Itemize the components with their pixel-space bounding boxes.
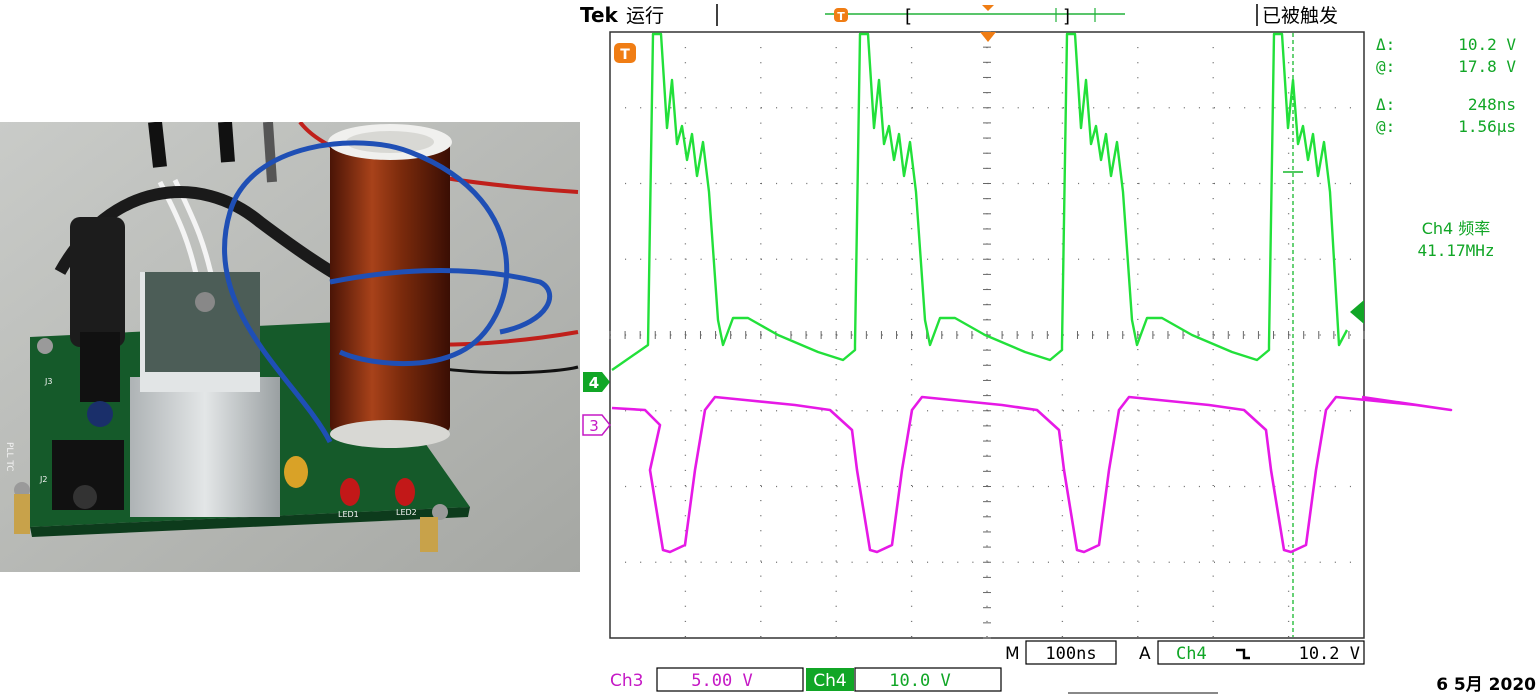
led1-label: LED1 <box>338 510 359 519</box>
svg-text:T: T <box>620 47 630 63</box>
j3-label: J3 <box>44 377 52 386</box>
svg-text:T: T <box>837 10 845 23</box>
volt-at-value: 17.8 V <box>1458 57 1516 76</box>
volt-delta-label: Δ: <box>1376 35 1395 54</box>
tesla-coil-photo: LED1 LED2 PLL TC J2 J3 <box>0 122 580 572</box>
j2-label: J2 <box>39 475 47 484</box>
ch4-scale-box[interactable] <box>854 667 1002 692</box>
trigger-a-label: A <box>1139 644 1151 664</box>
trigger-level-marker <box>1350 300 1364 324</box>
ch4-ground-marker: 4 <box>583 372 610 392</box>
svg-text:]: ] <box>1063 6 1070 27</box>
volt-at-label: @: <box>1376 57 1395 76</box>
svg-text:3: 3 <box>589 417 599 435</box>
falling-edge-icon <box>1236 648 1250 660</box>
trigger-marker-icon: T <box>614 43 636 63</box>
volt-delta-value: 10.2 V <box>1458 35 1516 54</box>
frequency-measurement: Ch4 频率 41.17MHz <box>1417 219 1494 260</box>
record-view-bar: T [ ] <box>825 5 1125 27</box>
ch4-scale: 10.0 V <box>889 671 950 691</box>
trigger-setting-box[interactable] <box>1157 640 1365 665</box>
date-readout: 6 5月 2020 <box>1436 675 1536 695</box>
pll-label: PLL TC <box>4 442 14 472</box>
run-state: 运行 <box>626 5 664 27</box>
trigger-status: 已被触发 <box>1262 5 1338 27</box>
trigger-level: 10.2 V <box>1299 644 1360 664</box>
ch3-ground-marker: 3 <box>582 414 611 436</box>
time-delta-value: 248ns <box>1468 95 1516 114</box>
trigger-channel: Ch4 <box>1176 644 1207 664</box>
ch3-waveform <box>611 395 1453 554</box>
time-at-label: @: <box>1376 117 1395 136</box>
svg-text:[: [ <box>905 6 912 27</box>
ch3-label: Ch3 <box>610 671 643 691</box>
ch4-label: Ch4 <box>813 671 846 691</box>
channel-scale-readout: Ch3 5.00 V Ch4 10.0 V <box>610 667 1002 692</box>
time-delta-label: Δ: <box>1376 95 1395 114</box>
timebase-m-label: M <box>1005 644 1020 664</box>
timebase-readout: M 100ns A Ch4 10.2 V <box>1005 640 1365 665</box>
timebase-value[interactable]: 100ns <box>1045 644 1096 664</box>
time-at-value: 1.56µs <box>1458 117 1516 136</box>
ch4-waveform <box>611 32 1349 371</box>
led2-label: LED2 <box>396 508 417 517</box>
ch3-scale-box[interactable] <box>656 667 804 692</box>
measurement-label: Ch4 频率 <box>1422 219 1491 238</box>
cursor-readout: Δ: 10.2 V @: 17.8 V Δ: 248ns @: 1.56µs <box>1376 35 1516 136</box>
svg-text:4: 4 <box>589 374 599 392</box>
measurement-value: 41.17MHz <box>1417 241 1494 260</box>
trigger-position-marker <box>980 32 996 42</box>
brand-logo: Tek <box>580 3 619 27</box>
ch3-scale: 5.00 V <box>691 671 752 691</box>
